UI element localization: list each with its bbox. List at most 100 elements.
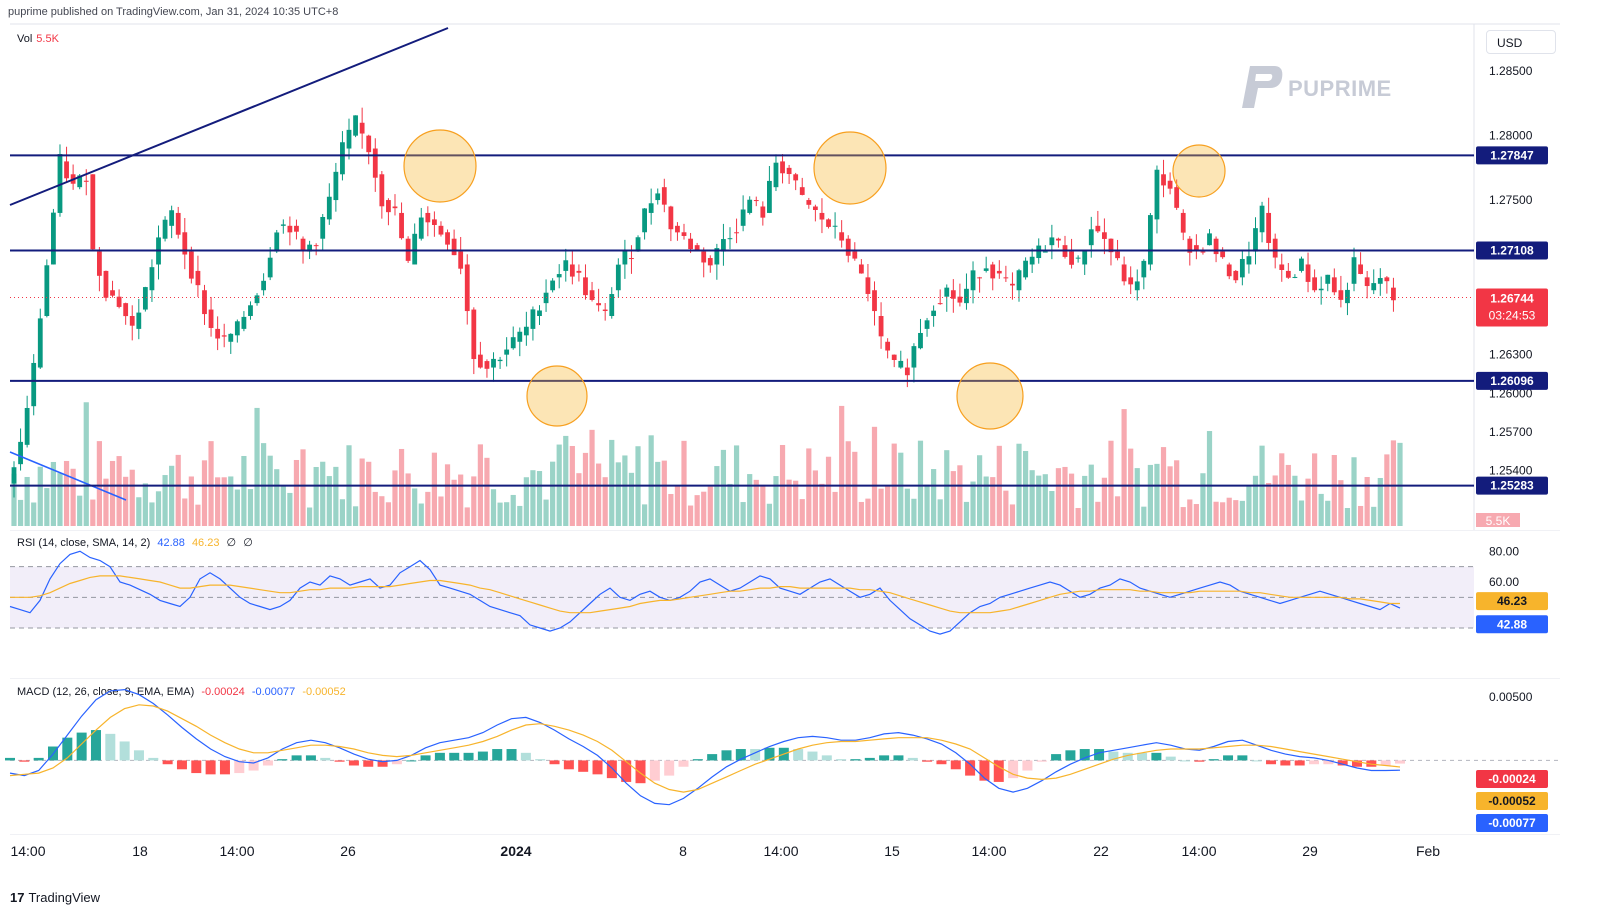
volume-bar <box>228 476 234 526</box>
candle-body <box>221 335 227 337</box>
volume-bar <box>517 505 523 526</box>
macd-hist-bar <box>334 760 345 762</box>
candle-body <box>142 287 148 310</box>
candle-body <box>970 270 976 291</box>
candle-body <box>116 296 122 307</box>
volume-bar <box>497 502 503 526</box>
currency-selector[interactable]: USD <box>1486 30 1556 54</box>
volume-bar <box>1088 464 1094 526</box>
time-tick-label-11: 29 <box>1302 843 1318 859</box>
volume-bar <box>247 489 254 526</box>
volume-bar <box>359 458 365 526</box>
price-tick-label-5: 1.25700 <box>1489 425 1533 439</box>
candle-body <box>24 407 30 445</box>
volume-bar <box>1331 455 1337 526</box>
rsi-sma-legend-value: 46.23 <box>191 537 220 549</box>
highlight-circle-0 <box>403 129 477 203</box>
volume-bar <box>707 486 713 526</box>
macd-hist-bar <box>1151 752 1162 761</box>
candle-body <box>1285 270 1291 278</box>
volume-bar <box>31 502 37 526</box>
volume-bar <box>484 457 490 526</box>
candle-body <box>812 206 818 210</box>
candle-body <box>1253 228 1258 252</box>
candle-body <box>188 251 194 279</box>
candle-body <box>458 251 464 269</box>
candle-body <box>77 175 83 188</box>
volume-bar <box>1036 475 1042 526</box>
candle-body <box>1187 238 1193 253</box>
candle-body <box>438 225 444 235</box>
candle-body <box>569 264 575 277</box>
level-badge-1-bg <box>1476 241 1548 260</box>
candle-body <box>1318 288 1324 291</box>
candle-body <box>445 232 450 245</box>
macd-hist-bar <box>248 760 259 771</box>
volume-bar <box>1364 476 1370 526</box>
volume-bar <box>589 429 595 526</box>
candle-body <box>1102 232 1107 239</box>
volume-bar <box>622 455 628 526</box>
rsi-chart[interactable]: 80.00 60.00 46.23 42.88 <box>0 530 1600 678</box>
volume-bar <box>576 473 582 526</box>
volume-bar <box>162 475 168 526</box>
volume-bar <box>1200 473 1206 526</box>
volume-bar <box>937 499 943 526</box>
macd-hist-bar <box>1051 754 1062 761</box>
candle-body <box>90 174 96 250</box>
macd-badge: -0.00077 <box>1488 816 1536 830</box>
candle-body <box>215 328 221 339</box>
time-tick-label-2: 14:00 <box>219 843 254 859</box>
macd-hist-bar <box>936 760 947 765</box>
level-badge-2-bg <box>1476 371 1548 390</box>
volume-bar <box>648 435 654 526</box>
rsi-tick-label-0: 80.00 <box>1489 544 1519 558</box>
volume-bar <box>1371 506 1377 526</box>
volume-bar <box>182 498 188 526</box>
candle-body <box>1325 274 1331 284</box>
macd-hist-bar <box>1036 760 1047 762</box>
macd-hist-bar <box>219 760 230 775</box>
candle-body <box>668 206 674 230</box>
volume-bar <box>1095 501 1101 526</box>
volume-bar <box>1187 499 1193 526</box>
macd-hist-bar <box>692 759 703 761</box>
volume-bar <box>366 461 372 526</box>
candle-body <box>701 251 707 263</box>
candle-body <box>346 129 352 149</box>
candle-body <box>307 244 312 252</box>
volume-bar <box>63 460 70 526</box>
rsi-legend-extra-2: ∅ <box>243 537 253 549</box>
volume-bar <box>983 476 989 526</box>
time-tick-label-6: 14:00 <box>763 843 798 859</box>
volume-bar <box>701 491 707 526</box>
volume-bar <box>1003 490 1009 526</box>
candle-body <box>1239 258 1245 278</box>
macd-hist-bar <box>33 757 44 761</box>
macd-hist-bar <box>1380 760 1391 766</box>
candle-body <box>583 277 588 296</box>
volume-bar <box>326 476 332 526</box>
volume-bar <box>471 476 477 526</box>
candle-body <box>799 187 805 195</box>
volume-bar <box>1279 453 1285 526</box>
volume-bar <box>793 480 799 526</box>
candle-body <box>1213 238 1219 255</box>
candle-body <box>688 238 693 250</box>
volume-bar <box>201 460 208 526</box>
volume-bar <box>674 485 681 526</box>
volume-bar <box>661 460 667 526</box>
macd-chart[interactable]: 0.00500 -0.00024 -0.00052 -0.00077 <box>0 678 1600 834</box>
macd-hist-bar <box>1208 759 1219 761</box>
volume-bar <box>904 488 910 526</box>
candle-body <box>872 290 877 312</box>
price-chart[interactable]: 1.285001.280001.275001.263001.260001.257… <box>0 0 1600 530</box>
time-axis[interactable]: 14:00 18 14:00 26 2024 8 14:00 15 14:00 22 14:00 29… <box>0 834 1600 874</box>
volume-bar <box>839 405 845 526</box>
time-tick-label-7: 15 <box>884 843 900 859</box>
volume-bar <box>1154 463 1160 526</box>
candle-body <box>576 270 582 273</box>
candle-body <box>1345 289 1350 304</box>
volume-bar <box>1022 450 1029 526</box>
macd-hist-bar <box>965 760 976 776</box>
